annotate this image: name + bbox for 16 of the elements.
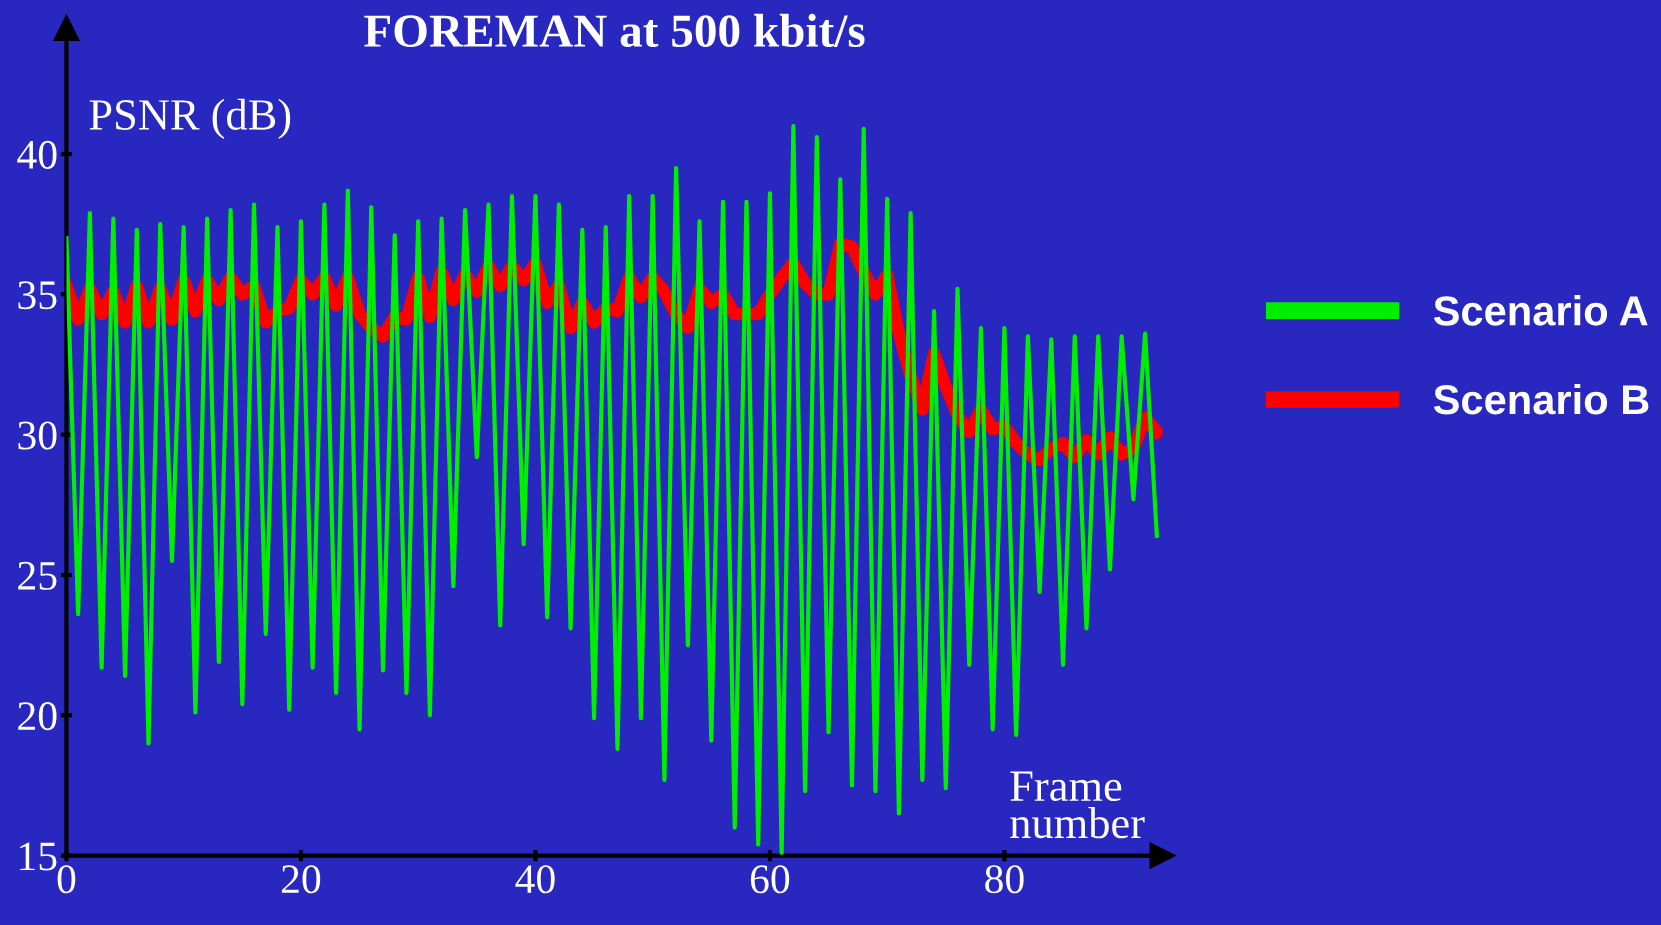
y-axis-title: PSNR (dB): [89, 98, 291, 139]
x-tick-label: 60: [750, 865, 790, 894]
legend-label: Scenario A: [1433, 295, 1648, 326]
y-tick-label: 25: [18, 561, 57, 590]
x-axis-title: Frame number: [1010, 771, 1145, 839]
x-tick-label: 80: [985, 865, 1024, 894]
x-tick-label: 0: [57, 865, 76, 894]
y-tick-label: 15: [20, 842, 57, 871]
x-tick-label: 40: [515, 865, 555, 894]
y-tick-label: 40: [17, 140, 57, 169]
y-tick-label: 30: [18, 421, 57, 450]
legend-label: Scenario B: [1433, 383, 1649, 415]
chart-title: FOREMAN at 500 kbit/s: [364, 13, 865, 48]
y-tick-label: 20: [18, 702, 57, 731]
y-tick-label: 35: [18, 281, 57, 310]
x-tick-label: 20: [281, 865, 321, 894]
